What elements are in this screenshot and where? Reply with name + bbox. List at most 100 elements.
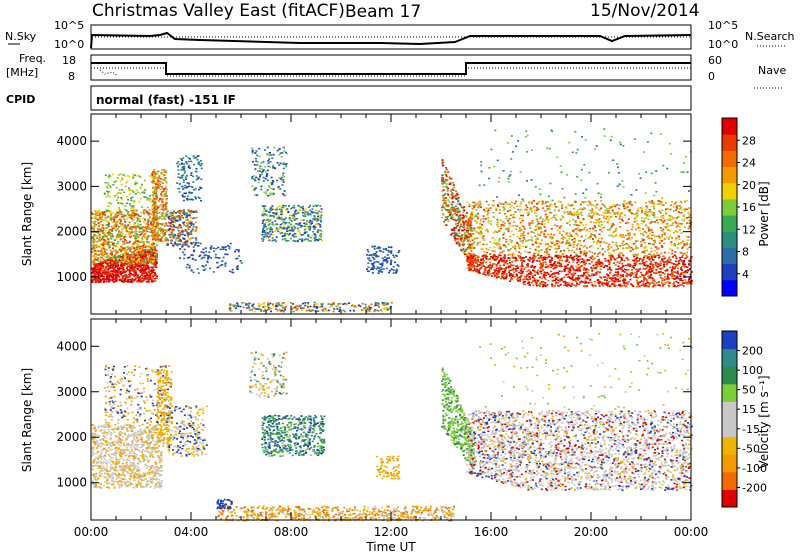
echo-pixel (230, 310, 233, 312)
echo-pixel (144, 278, 147, 280)
echo-pixel (160, 203, 163, 206)
echo-pixel (128, 230, 131, 233)
echo-pixel (681, 269, 684, 271)
echo-pixel (396, 264, 399, 266)
echo-pixel (152, 217, 155, 219)
echo-pixel (263, 236, 266, 238)
echo-pixel (102, 278, 105, 280)
echo-pixel (152, 196, 155, 199)
echo-pixel (147, 271, 150, 273)
echo-pixel (143, 218, 146, 220)
echo-pixel (631, 266, 634, 268)
echo-pixel (149, 250, 152, 253)
echo-pixel (449, 215, 452, 218)
echo-pixel (565, 254, 568, 257)
echo-pixel (263, 205, 266, 208)
echo-pixel (281, 306, 284, 309)
echo-pixel (253, 178, 256, 180)
echo-pixel (451, 206, 453, 209)
echo-pixel (104, 214, 106, 216)
echo-pixel (559, 255, 562, 258)
freq-label: Freq. (19, 52, 46, 65)
echo-pixel (269, 211, 272, 213)
echo-pixel (254, 187, 257, 189)
echo-pixel (304, 213, 307, 216)
echo-pixel (262, 214, 265, 216)
echo-pixel (313, 304, 316, 306)
echo-pixel (116, 259, 119, 261)
echo-pixel (585, 269, 587, 271)
echo-pixel (679, 275, 682, 277)
echo-pixel (264, 166, 267, 168)
echo-pixel (188, 191, 191, 194)
echo-pixel (184, 187, 187, 189)
echo-pixel (652, 266, 655, 268)
echo-pixel (371, 267, 374, 269)
echo-pixel (197, 176, 200, 179)
echo-pixel (482, 258, 485, 260)
echo-pixel (280, 227, 283, 229)
echo-pixel (293, 219, 296, 221)
echo-pixel (662, 285, 664, 287)
echo-pixel (193, 217, 196, 219)
echo-pixel (208, 251, 211, 253)
power-scatter (91, 128, 693, 313)
echo-pixel (303, 231, 306, 234)
echo-pixel (445, 183, 448, 185)
echo-pixel (112, 279, 115, 281)
echo-pixel (115, 253, 118, 255)
echo-pixel (493, 257, 496, 259)
echo-pixel (93, 216, 96, 219)
echo-pixel (111, 250, 114, 253)
echo-pixel (631, 285, 634, 287)
echo-pixel (96, 245, 99, 248)
echo-pixel (190, 224, 193, 226)
echo-pixel (682, 262, 685, 264)
echo-pixel (498, 268, 500, 270)
echo-pixel (121, 233, 124, 235)
echo-pixel (353, 305, 356, 308)
echo-pixel (655, 264, 658, 267)
echo-pixel (155, 177, 158, 179)
echo-pixel (121, 240, 124, 243)
echo-pixel (675, 276, 678, 279)
echo-pixel (289, 219, 292, 222)
echo-pixel (114, 278, 117, 280)
echo-pixel (448, 214, 451, 216)
echo-pixel (153, 190, 156, 193)
echo-pixel (136, 280, 139, 283)
echo-pixel (140, 212, 143, 214)
echo-pixel (453, 218, 456, 221)
echo-pixel (447, 171, 450, 173)
echo-pixel (633, 258, 636, 261)
echo-pixel (152, 201, 154, 203)
echo-pixel (95, 278, 98, 280)
echo-pixel (148, 253, 151, 255)
echo-pixel (265, 175, 268, 178)
echo-pixel (229, 309, 232, 312)
echo-pixel (386, 254, 389, 256)
echo-pixel (623, 259, 626, 262)
echo-pixel (273, 239, 276, 241)
echo-pixel (134, 208, 137, 211)
echo-pixel (288, 229, 291, 232)
echo-pixel (282, 174, 284, 176)
echo-pixel (93, 277, 96, 280)
echo-pixel (444, 200, 447, 202)
echo-pixel (134, 269, 137, 272)
echo-pixel (93, 268, 96, 270)
echo-pixel (140, 256, 142, 258)
echo-pixel (132, 191, 135, 193)
echo-pixel (634, 258, 637, 261)
echo-pixel (444, 219, 447, 221)
echo-pixel (639, 276, 642, 278)
echo-pixel (94, 281, 97, 283)
echo-pixel (580, 264, 583, 267)
echo-pixel (372, 253, 375, 255)
echo-pixel (312, 306, 315, 308)
echo-pixel (119, 247, 122, 250)
echo-pixel (187, 198, 190, 200)
echo-pixel (308, 221, 311, 224)
echo-pixel (280, 179, 283, 182)
echo-pixel (123, 280, 125, 282)
